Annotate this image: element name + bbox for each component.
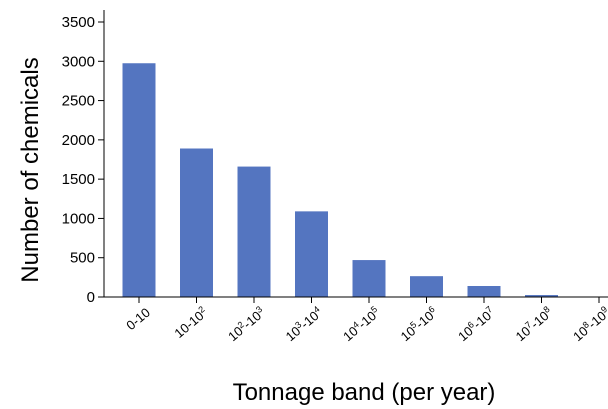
bar: 265 <box>410 276 443 297</box>
bar: 2975 <box>122 63 156 297</box>
x-tick-label: 10-102 <box>171 304 211 341</box>
y-axis-title: Number of chemicals <box>17 57 44 282</box>
bar: 25 <box>525 295 558 297</box>
y-tick-label: 1500 <box>62 171 95 188</box>
y-tick-label: 2000 <box>62 132 95 149</box>
y-tick-label: 500 <box>70 250 95 267</box>
y-tick-label: 0 <box>87 289 95 306</box>
bar: 1890 <box>180 148 213 297</box>
y-tick-label: 2500 <box>62 93 95 110</box>
x-axis: 0-10 10-102 102-103 103-104 104-105 105-106 10… <box>104 296 608 344</box>
x-tick-label: 104-105 <box>339 304 382 344</box>
bar: 140 <box>467 286 501 297</box>
x-axis-title: Tonnage band (per year) <box>233 379 496 406</box>
bar: 470 <box>352 260 386 297</box>
y-tick-label: 1000 <box>62 210 95 227</box>
y-tick-label: 3000 <box>62 53 95 70</box>
x-tick-label: 103-104 <box>282 304 325 344</box>
bar: 1660 <box>237 166 271 297</box>
x-tick-label: 0-10 <box>123 305 153 333</box>
x-tick-label: 102-103 <box>224 304 267 344</box>
x-tick-label: 105-106 <box>397 304 440 344</box>
x-tick-label: 108-109 <box>569 304 608 344</box>
bar: 1090 <box>295 211 328 297</box>
y-tick-label: 3500 <box>62 14 95 31</box>
y-axis: 0 500 1000 1500 2000 2500 3000 3500 <box>62 10 105 306</box>
x-tick-label: 107-108 <box>512 304 555 344</box>
bars: 2975189016601090470265140250 <box>122 63 558 297</box>
x-tick-label: 106-107 <box>454 304 497 344</box>
